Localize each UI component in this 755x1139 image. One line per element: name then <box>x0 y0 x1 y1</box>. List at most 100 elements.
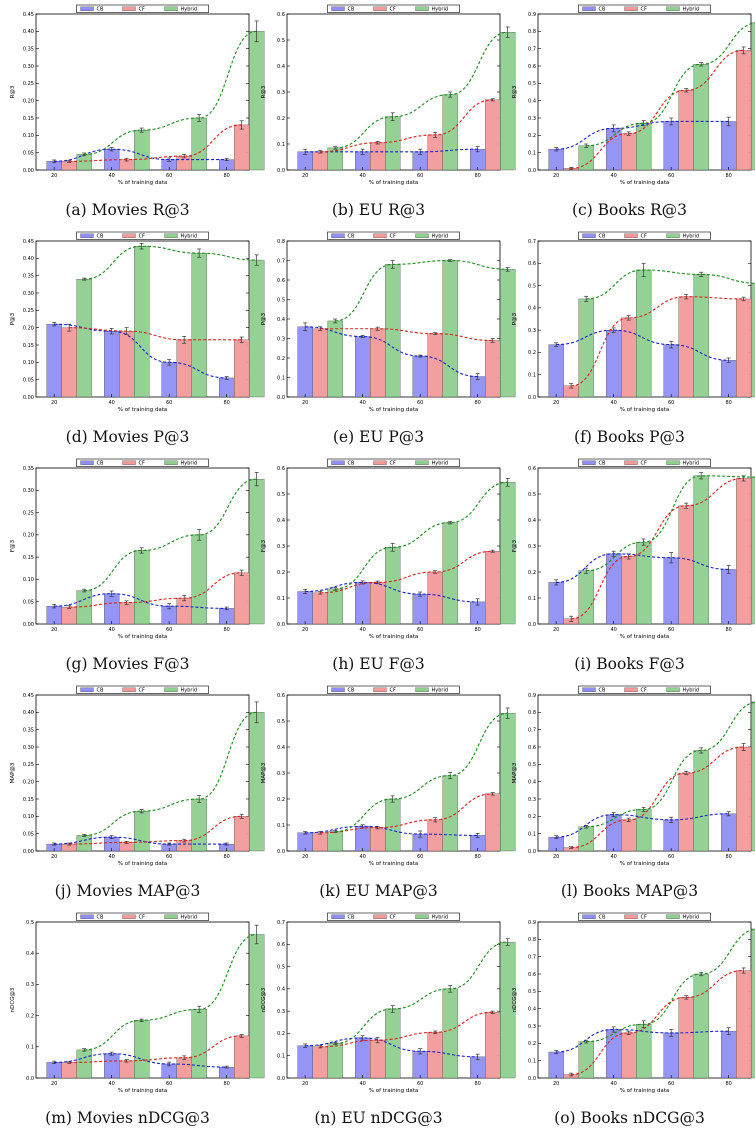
bar-cb <box>355 582 371 625</box>
legend-swatch-cf <box>373 687 387 692</box>
bar-cf <box>370 1039 386 1079</box>
bar-hybrid <box>636 1024 652 1079</box>
bar-hybrid <box>578 145 594 171</box>
x-axis-label: % of training data <box>620 1088 669 1094</box>
legend-label-cf: CF <box>139 7 145 13</box>
bar-cf <box>427 134 443 171</box>
x-axis-label: % of training data <box>369 1088 418 1094</box>
y-tick-label: 0.30 <box>23 291 34 297</box>
legend-label-hybrid: Hybrid <box>432 7 449 13</box>
bar-hybrid <box>191 534 207 625</box>
bar-cf <box>370 328 386 398</box>
y-tick-label: 0.30 <box>23 488 34 494</box>
x-tick-label: 80 <box>223 1081 229 1087</box>
trend-line-hybrid <box>84 30 257 155</box>
y-tick-label: 0.45 <box>23 12 34 18</box>
y-tick-label: 0.5 <box>528 283 536 289</box>
legend <box>76 231 209 240</box>
y-tick-label: 0.25 <box>23 510 34 516</box>
legend-swatch-cb <box>80 460 94 465</box>
y-axis-label: P@3 <box>512 312 518 325</box>
y-tick-label: 0.5 <box>528 989 536 995</box>
legend-swatch-hybrid <box>164 914 178 919</box>
x-axis-label: % of training data <box>620 407 669 413</box>
chart-svg: 0.00 0.05 0.10 0.15 0.20 0.25 0.30 0.35 0.40 0.45… <box>10 231 265 413</box>
figure-caption: (m) Movies nDCG@3 <box>45 1109 210 1127</box>
y-tick-label: 0.6 <box>277 466 285 472</box>
bar-cf <box>678 90 694 171</box>
x-tick-label: 20 <box>302 173 308 179</box>
legend-label-hybrid: Hybrid <box>181 7 198 13</box>
chart-panel: 0.0 0.1 0.2 0.3 0.4 0.5 0.6 0.7 0.8 P@3 % of train… <box>253 231 516 458</box>
y-tick-label: 0.30 <box>23 745 34 751</box>
trend-line-cb <box>305 148 478 153</box>
bar-cf <box>427 571 443 625</box>
y-tick-label: 0.4 <box>528 1006 536 1012</box>
y-tick-label: 0.35 <box>23 466 34 472</box>
bar-cf <box>427 333 443 398</box>
figure-caption: (c) Books R@3 <box>571 201 688 219</box>
bar-hybrid <box>385 264 401 398</box>
trend-line-hybrid <box>586 269 755 300</box>
chart-panel: 0.0 0.1 0.2 0.3 0.4 0.5 0.6 0.7 0.8 0.9 R@3 % of tr… <box>504 4 755 231</box>
y-tick-label: 0.2 <box>277 1031 285 1037</box>
legend-swatch-cf <box>624 233 638 238</box>
legend-label-cb: CB <box>599 688 606 694</box>
chart-panel: 0.00 0.05 0.10 0.15 0.20 0.25 0.30 0.35 0.40 0.45… <box>2 4 265 231</box>
bar-hybrid <box>442 988 458 1079</box>
y-tick-label: 0.4 <box>528 98 536 104</box>
bar-hybrid <box>636 541 652 625</box>
x-axis-label: % of training data <box>369 180 418 186</box>
y-tick-label: 0.0 <box>26 1076 34 1082</box>
y-tick-label: 0.9 <box>528 12 536 18</box>
legend-label-cf: CF <box>139 234 145 240</box>
bar-cf <box>485 340 501 398</box>
legend-label-cf: CF <box>139 688 145 694</box>
y-tick-label: 0.6 <box>528 972 536 978</box>
legend-swatch-cf <box>122 233 136 238</box>
bar-cf <box>678 505 694 625</box>
legend-swatch-cb <box>80 233 94 238</box>
legend-label-hybrid: Hybrid <box>181 461 198 467</box>
figure-caption: (h) EU F@3 <box>332 655 425 673</box>
legend-swatch-cf <box>122 6 136 11</box>
y-tick-label: 0.40 <box>23 710 34 716</box>
x-tick-label: 40 <box>359 400 365 406</box>
y-tick-label: 0.0 <box>528 1076 536 1082</box>
legend-label-cb: CB <box>348 7 355 13</box>
y-tick-label: 0.2 <box>528 133 536 139</box>
trend-line-cb <box>54 323 227 379</box>
x-tick-label: 20 <box>51 400 57 406</box>
bar-cb <box>663 557 679 625</box>
trend-line-cb <box>305 326 478 378</box>
bar-cb <box>721 1031 737 1079</box>
x-axis-label: % of training data <box>118 1088 167 1094</box>
y-tick-label: 0.15 <box>23 797 34 803</box>
x-tick-label: 80 <box>474 854 480 860</box>
y-tick-label: 0.10 <box>23 577 34 583</box>
legend-label-cf: CF <box>390 688 396 694</box>
bar-cf <box>234 1035 250 1079</box>
bar-cb <box>721 569 737 625</box>
bar-cb <box>606 329 622 398</box>
legend-label-cf: CF <box>641 234 647 240</box>
chart-panel: 0.00 0.05 0.10 0.15 0.20 0.25 0.30 0.35 0.40 0.45… <box>2 231 265 458</box>
legend <box>327 4 460 13</box>
y-tick-label: 0.00 <box>23 849 34 855</box>
legend-label-cf: CF <box>139 461 145 467</box>
bar-cb <box>721 360 737 398</box>
legend <box>578 4 711 13</box>
bar-cb <box>548 1051 564 1079</box>
trend-line-cb <box>54 1053 227 1068</box>
legend-swatch-cb <box>331 687 345 692</box>
x-tick-label: 80 <box>223 854 229 860</box>
y-tick-label: 0.4 <box>277 64 285 70</box>
chart-panel: 0.0 0.1 0.2 0.3 0.4 0.5 nDCG@3 % of training da… <box>2 912 265 1139</box>
legend-swatch-cb <box>582 233 596 238</box>
chart-panel: 0.0 0.1 0.2 0.3 0.4 0.5 0.6 F@3 % of training da… <box>253 458 516 685</box>
legend-label-cf: CF <box>641 688 647 694</box>
trend-line-cf <box>69 124 242 162</box>
chart-svg: 0.0 0.1 0.2 0.3 0.4 0.5 0.6 0.7 0.8 0.9 MAP@3 % of … <box>512 685 755 867</box>
bar-cf <box>736 298 752 398</box>
legend-swatch-hybrid <box>164 6 178 11</box>
